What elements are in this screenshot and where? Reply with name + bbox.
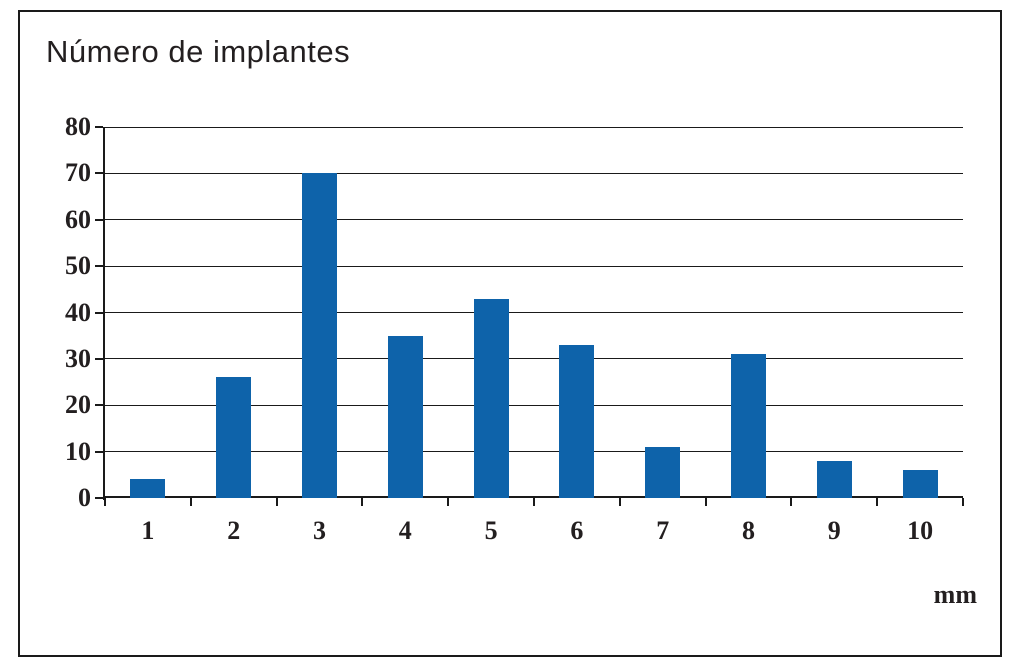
y-axis-label: 20	[65, 390, 91, 420]
gridline	[105, 126, 963, 128]
gridline	[105, 265, 963, 267]
y-axis-tick	[95, 218, 103, 221]
x-axis-line	[103, 496, 963, 498]
plot-area	[95, 126, 964, 506]
gridline	[105, 219, 963, 221]
chart-title: Número de implantes	[46, 34, 351, 69]
y-axis-label: 50	[65, 251, 91, 281]
gridline	[105, 312, 963, 313]
y-axis-tick	[95, 311, 103, 314]
x-axis-tick	[876, 498, 879, 506]
x-axis-unit-label: mm	[933, 580, 977, 609]
gridline	[105, 404, 963, 406]
y-axis-label: 80	[65, 112, 91, 141]
x-axis-tick	[704, 498, 707, 506]
bar	[216, 377, 252, 498]
x-axis-label: 7	[656, 516, 670, 545]
x-axis-tick	[447, 498, 450, 506]
bar	[302, 173, 337, 498]
bar	[645, 447, 681, 498]
x-axis-label: 9	[827, 516, 841, 545]
x-axis-tick	[361, 498, 364, 506]
y-axis-label: 60	[65, 204, 91, 234]
chart-frame: Número de implantes mm 0 10 20 30 40 50 60 70 80…	[18, 10, 1002, 657]
x-axis-label: 5	[484, 516, 498, 545]
bar	[902, 470, 938, 498]
bar	[816, 460, 852, 498]
x-axis-label: 10	[907, 516, 934, 545]
x-axis-label: 4	[398, 516, 412, 545]
x-axis-tick	[533, 498, 535, 506]
x-axis-tick	[618, 498, 621, 506]
y-axis-label: 0	[78, 483, 91, 512]
x-axis-tick	[275, 498, 278, 506]
y-axis-label: 40	[65, 297, 91, 327]
y-axis-tick	[95, 497, 103, 499]
y-axis-line	[103, 127, 105, 500]
gridline	[105, 358, 963, 360]
bar	[130, 479, 166, 498]
y-axis-tick	[95, 172, 103, 175]
bar	[559, 344, 595, 498]
bar	[731, 354, 766, 498]
x-axis-tick	[790, 498, 793, 506]
y-axis-tick	[95, 404, 103, 407]
bar	[473, 298, 509, 498]
y-axis-tick	[95, 265, 103, 268]
y-axis-tick	[95, 450, 103, 453]
y-axis-label: 30	[65, 343, 91, 373]
x-axis-label: 3	[312, 516, 326, 545]
bar	[387, 335, 423, 498]
gridline	[105, 172, 963, 174]
y-axis-label: 70	[65, 158, 91, 188]
y-axis-tick	[95, 357, 103, 360]
gridline	[105, 451, 963, 453]
x-axis-tick	[189, 498, 192, 506]
x-axis-label: 2	[227, 516, 241, 545]
x-axis-tick	[962, 498, 964, 506]
x-axis-label: 1	[141, 516, 155, 545]
x-axis-tick	[104, 498, 106, 506]
x-axis-label: 6	[570, 516, 584, 545]
x-axis-label: 8	[741, 516, 755, 545]
y-axis-tick	[95, 126, 103, 128]
y-axis-label: 10	[65, 436, 91, 466]
